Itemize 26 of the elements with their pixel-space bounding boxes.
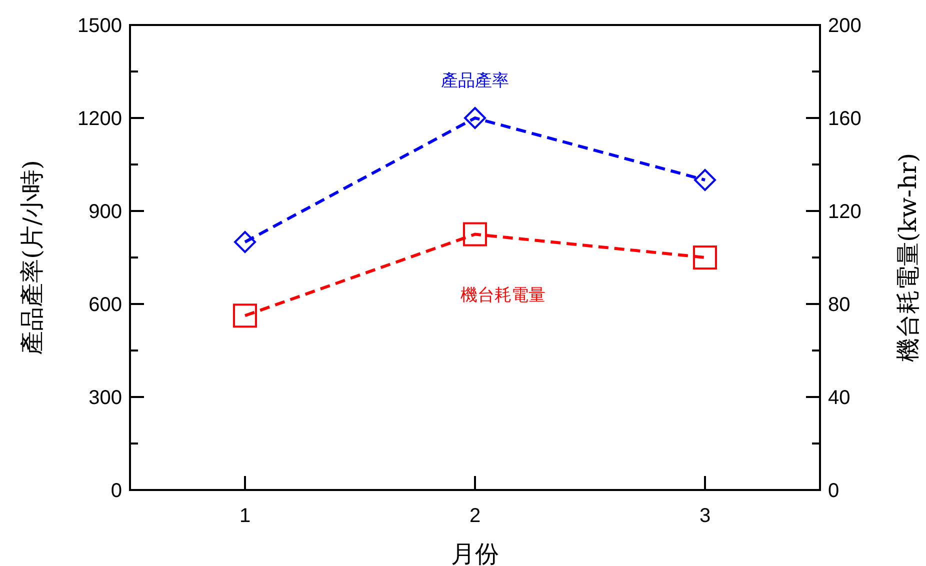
point xyxy=(234,231,256,253)
y2-tick-label: 120 xyxy=(828,201,862,223)
y2-axis-title: 機台耗電量(kw-hr) xyxy=(894,153,922,362)
y2-tick-label: 0 xyxy=(828,480,840,502)
y2-tick-label: 160 xyxy=(828,108,862,130)
y-tick-label: 300 xyxy=(88,387,122,409)
x-tick-label: 2 xyxy=(469,505,481,527)
point xyxy=(464,107,486,129)
text: 機台耗電量 xyxy=(460,285,546,306)
point xyxy=(694,169,716,191)
x-axis-title: 月份 xyxy=(451,540,499,566)
y-tick-label: 600 xyxy=(88,294,122,316)
y-axis-title: 產品產率(片/小時) xyxy=(18,160,46,355)
y-tick-label: 1500 xyxy=(78,15,122,37)
y2-tick-label: 80 xyxy=(828,294,850,316)
point xyxy=(233,304,257,328)
y2-tick-label: 40 xyxy=(828,387,850,409)
point xyxy=(693,246,717,270)
y-tick-label: 0 xyxy=(110,480,122,502)
x-tick-label: 1 xyxy=(239,505,251,527)
y-tick-label: 900 xyxy=(88,201,122,223)
x-tick-label: 3 xyxy=(699,505,711,527)
y2-tick-label: 200 xyxy=(828,15,862,37)
point xyxy=(463,222,487,246)
series-label: 產品產率 xyxy=(441,71,509,91)
y-tick-label: 1200 xyxy=(78,108,122,130)
